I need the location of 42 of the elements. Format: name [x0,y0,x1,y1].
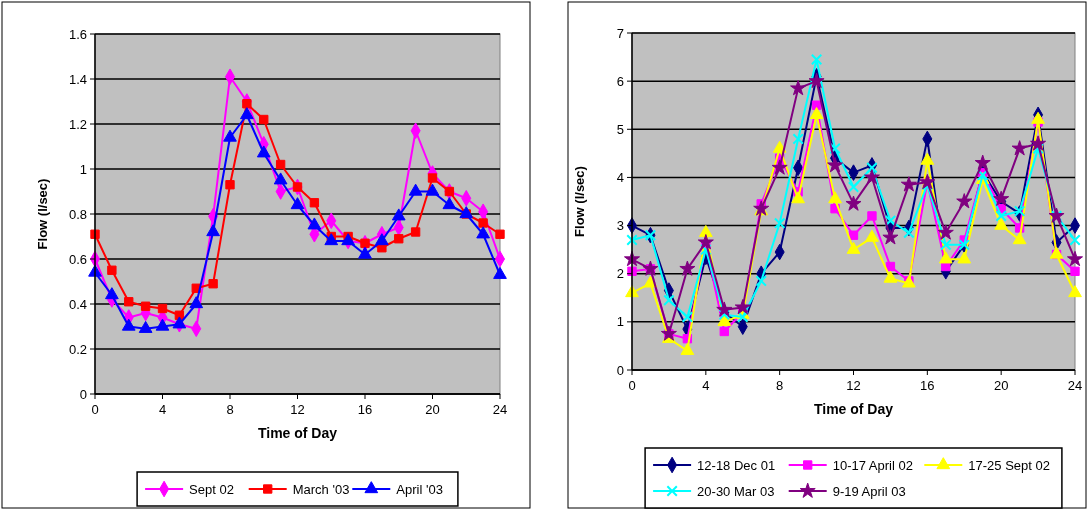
y-tick-label: 1.6 [68,26,87,42]
x-tick-label: 24 [492,402,508,417]
x-tick-label: 4 [158,402,167,417]
y-tick-label: 5 [616,121,624,137]
x-tick-label: 12 [846,378,861,393]
y-tick-label: 3 [616,218,624,234]
y-axis-title: Flow (l/sec) [572,166,587,237]
x-tick-label: 4 [702,378,710,393]
y-tick-label: 1 [79,161,87,177]
y-tick-label: 0.6 [68,251,87,267]
legend-label: Sept 02 [189,481,234,497]
y-tick-label: 0.2 [68,341,87,357]
legend-label: 20-30 Mar 03 [697,483,775,499]
x-tick-label: 24 [1067,378,1083,393]
y-axis-title: Flow (l/sec) [35,178,50,250]
x-axis-title: Time of Day [813,401,894,417]
x-tick-label: 8 [776,378,784,393]
legend-label: March '03 [292,481,350,497]
x-tick-label: 12 [290,402,305,417]
x-tick-label: 16 [920,378,935,393]
x-tick-label: 0 [628,378,636,393]
y-tick-label: 0 [616,362,624,378]
y-tick-label: 1.4 [68,71,87,87]
x-tick-label: 16 [357,402,373,417]
y-tick-label: 0.4 [68,296,87,312]
y-tick-label: 1 [616,314,624,330]
y-tick-label: 4 [616,169,624,185]
legend-label: 9-19 April 03 [832,483,906,499]
legend-label: April '03 [396,481,443,497]
x-tick-label: 8 [226,402,234,417]
legend-label: 17-25 Sept 02 [968,457,1050,473]
x-tick-label: 20 [425,402,440,417]
legend-label: 10-17 April 02 [832,457,913,473]
y-tick-label: 1.2 [68,116,87,132]
x-tick-label: 20 [993,378,1009,393]
x-tick-label: 0 [91,402,99,417]
x-axis-title: Time of Day [257,425,338,441]
legend-label: 12-18 Dec 01 [697,457,776,473]
y-tick-label: 2 [616,266,624,282]
y-tick-label: 0.8 [68,206,87,222]
y-tick-label: 7 [616,25,624,41]
y-tick-label: 6 [616,73,624,89]
